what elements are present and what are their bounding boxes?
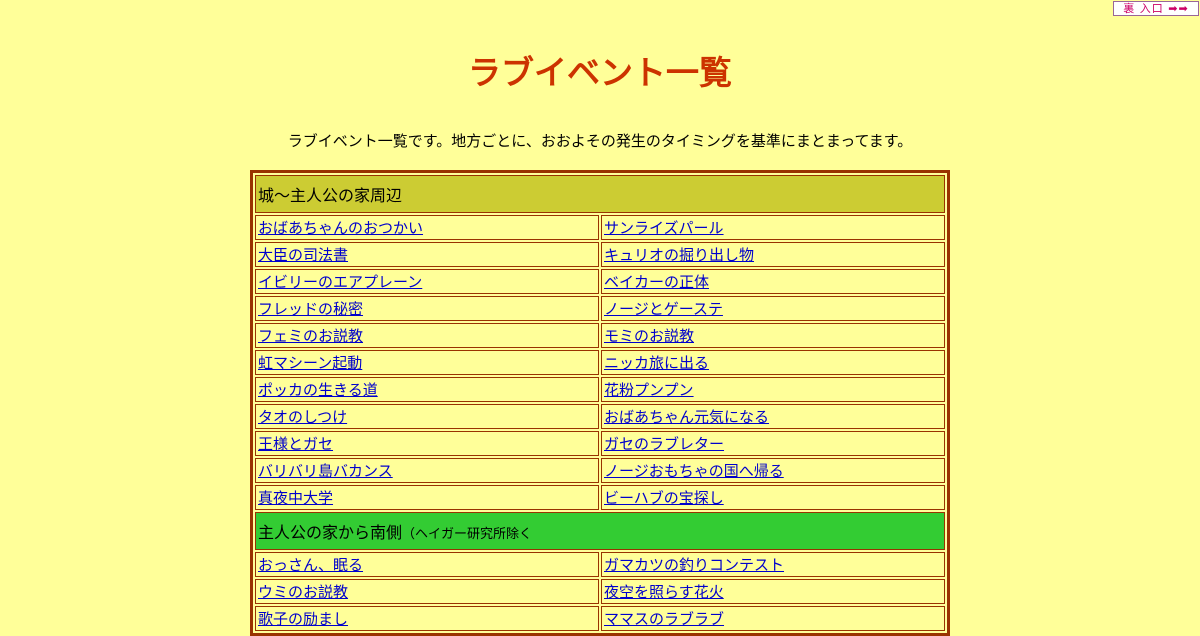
- event-link[interactable]: 大臣の司法書: [258, 246, 349, 264]
- table-row: 大臣の司法書 キュリオの掘り出し物: [255, 242, 945, 267]
- table-cell: 真夜中大学: [255, 485, 599, 510]
- table-cell: ノージとゲーステ: [601, 296, 945, 321]
- table-cell: 王様とガセ: [255, 431, 599, 456]
- table-cell: ウミのお説教: [255, 579, 599, 604]
- event-link[interactable]: イビリーのエアプレーン: [258, 273, 423, 291]
- event-link[interactable]: おばあちゃん元気になる: [604, 408, 770, 426]
- table-row: 歌子の励まし ママスのラブラブ: [255, 606, 945, 631]
- event-link[interactable]: おっさん、眠る: [258, 556, 364, 574]
- event-link[interactable]: ニッカ旅に出る: [604, 354, 710, 372]
- table-cell: おっさん、眠る: [255, 552, 599, 577]
- event-link[interactable]: フェミのお説教: [258, 327, 364, 345]
- table-cell: 歌子の励まし: [255, 606, 599, 631]
- event-link[interactable]: 王様とガセ: [258, 435, 334, 453]
- event-link[interactable]: ノージおもちゃの国へ帰る: [604, 462, 784, 480]
- table-cell: モミのお説教: [601, 323, 945, 348]
- event-link[interactable]: おばあちゃんのおつかい: [258, 219, 424, 237]
- section-header: 城～主人公の家周辺: [255, 175, 945, 213]
- table-row: 虹マシーン起動 ニッカ旅に出る: [255, 350, 945, 375]
- table-cell: フェミのお説教: [255, 323, 599, 348]
- event-link[interactable]: ビーハブの宝探し: [604, 489, 724, 507]
- section-title: 主人公の家から南側: [258, 523, 403, 542]
- table-row: 真夜中大学 ビーハブの宝探し: [255, 485, 945, 510]
- table-row: フェミのお説教 モミのお説教: [255, 323, 945, 348]
- table-cell: ガセのラブレター: [601, 431, 945, 456]
- event-link[interactable]: バリバリ島バカンス: [258, 462, 393, 480]
- section-header: 主人公の家から南側（ヘイガー研究所除く: [255, 512, 945, 550]
- event-link[interactable]: 花粉プンプン: [604, 381, 694, 399]
- event-link[interactable]: 歌子の励まし: [258, 610, 349, 628]
- event-link[interactable]: 夜空を照らす花火: [604, 583, 724, 601]
- table-cell: ベイカーの正体: [601, 269, 945, 294]
- event-link[interactable]: キュリオの掘り出し物: [604, 246, 755, 264]
- table-row: バリバリ島バカンス ノージおもちゃの国へ帰る: [255, 458, 945, 483]
- table-cell: ノージおもちゃの国へ帰る: [601, 458, 945, 483]
- table-cell: ママスのラブラブ: [601, 606, 945, 631]
- section-title: 城～主人公の家周辺: [258, 186, 403, 205]
- table-cell: ガマカツの釣りコンテスト: [601, 552, 945, 577]
- table-cell: ニッカ旅に出る: [601, 350, 945, 375]
- event-link[interactable]: ガマカツの釣りコンテスト: [604, 556, 785, 574]
- section-note: （ヘイガー研究所除く: [402, 527, 533, 542]
- table-cell: 虹マシーン起動: [255, 350, 599, 375]
- table-row: タオのしつけ おばあちゃん元気になる: [255, 404, 945, 429]
- table-cell: サンライズパール: [601, 215, 945, 240]
- table-cell: ポッカの生きる道: [255, 377, 599, 402]
- intro-text: ラブイベント一覧です。地方ごとに、おおよその発生のタイミングを基準にまとまってま…: [287, 132, 913, 150]
- event-link[interactable]: 真夜中大学: [258, 489, 334, 507]
- table-cell: 大臣の司法書: [255, 242, 599, 267]
- table-cell: おばあちゃんのおつかい: [255, 215, 599, 240]
- section-header-row: 城～主人公の家周辺: [255, 175, 945, 213]
- table-cell: キュリオの掘り出し物: [601, 242, 945, 267]
- table-cell: 花粉プンプン: [601, 377, 945, 402]
- table-cell: 夜空を照らす花火: [601, 579, 945, 604]
- table-row: おっさん、眠る ガマカツの釣りコンテスト: [255, 552, 945, 577]
- table-row: イビリーのエアプレーン ベイカーの正体: [255, 269, 945, 294]
- table-cell: タオのしつけ: [255, 404, 599, 429]
- event-link[interactable]: モミのお説教: [604, 327, 695, 345]
- table-cell: バリバリ島バカンス: [255, 458, 599, 483]
- table-row: フレッドの秘密 ノージとゲーステ: [255, 296, 945, 321]
- event-link[interactable]: ガセのラブレター: [604, 435, 725, 453]
- event-link[interactable]: フレッドの秘密: [258, 300, 364, 318]
- back-entrance-link[interactable]: 裏 入口 ➡➡: [1113, 1, 1199, 16]
- event-link[interactable]: ウミのお説教: [258, 583, 349, 601]
- table-row: おばあちゃんのおつかい サンライズパール: [255, 215, 945, 240]
- table-cell: フレッドの秘密: [255, 296, 599, 321]
- event-link[interactable]: ポッカの生きる道: [258, 381, 378, 399]
- event-link[interactable]: ノージとゲーステ: [604, 300, 723, 318]
- table-row: 王様とガセ ガセのラブレター: [255, 431, 945, 456]
- page-title: ラブイベント一覧: [468, 53, 732, 92]
- event-link[interactable]: タオのしつけ: [258, 408, 348, 426]
- event-link[interactable]: サンライズパール: [604, 219, 724, 237]
- table-cell: ビーハブの宝探し: [601, 485, 945, 510]
- table-cell: イビリーのエアプレーン: [255, 269, 599, 294]
- event-link[interactable]: ベイカーの正体: [604, 273, 710, 291]
- table-cell: おばあちゃん元気になる: [601, 404, 945, 429]
- event-table: 城～主人公の家周辺おばあちゃんのおつかい サンライズパール大臣の司法書 キュリオの掘…: [250, 170, 950, 636]
- table-row: ポッカの生きる道 花粉プンプン: [255, 377, 945, 402]
- table-row: ウミのお説教 夜空を照らす花火: [255, 579, 945, 604]
- event-link[interactable]: ママスのラブラブ: [604, 610, 725, 628]
- section-header-row: 主人公の家から南側（ヘイガー研究所除く: [255, 512, 945, 550]
- event-link[interactable]: 虹マシーン起動: [258, 354, 363, 372]
